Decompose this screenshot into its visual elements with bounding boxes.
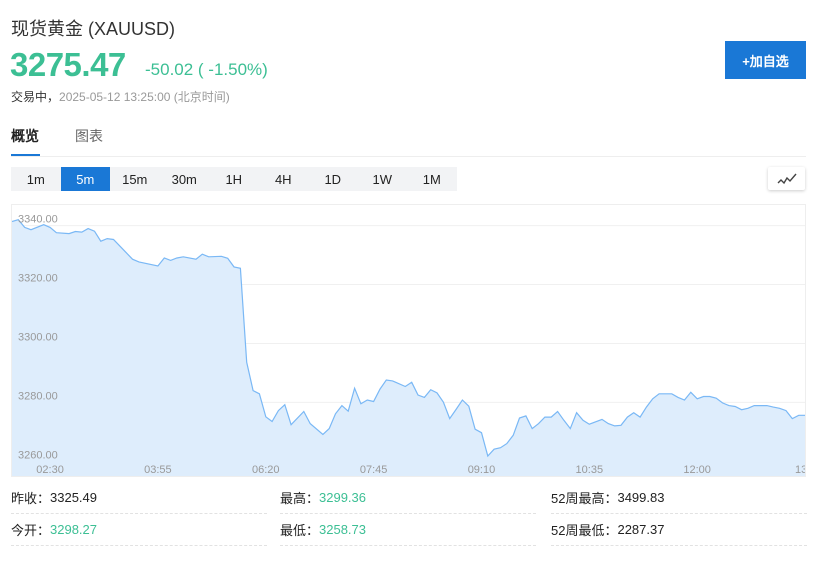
- period-1h-button[interactable]: 1H: [225, 171, 243, 187]
- stat-label: 52周最高：: [551, 491, 618, 506]
- stat-label: 最低：: [280, 523, 320, 538]
- price-chart: 3340.00 3320.00 3300.00 3280.00 3260.00 02:30…: [11, 204, 816, 477]
- line-chart-icon: [777, 173, 797, 184]
- period-30m-button[interactable]: 30m: [171, 171, 197, 187]
- stat-label: 最高：: [280, 491, 320, 506]
- x-tick-label: 10:35: [576, 464, 604, 476]
- period-1m-button[interactable]: 1m: [26, 171, 45, 187]
- tab-overview[interactable]: 概览: [11, 126, 40, 156]
- stat-item: 52周最高： 3499.83: [551, 482, 807, 514]
- stat-item: 昨收： 3325.49: [11, 482, 267, 514]
- x-tick-label: 13:2: [795, 464, 805, 476]
- period-15m-button[interactable]: 15m: [122, 171, 148, 187]
- stat-value: 3299.36: [319, 490, 367, 505]
- tab-bar: 概览 图表: [11, 126, 806, 157]
- stat-value: 3325.49: [50, 490, 98, 505]
- timezone: (北京时间): [173, 90, 230, 104]
- y-tick-label: 3280.00: [18, 390, 58, 402]
- trading-status: 交易中，2025-05-12 13:25:00 (北京时间): [11, 88, 230, 105]
- period-5m-button[interactable]: 5m: [60, 167, 110, 191]
- stat-value: 2287.37: [617, 522, 665, 537]
- price-change: -50.02 ( -1.50%): [145, 60, 268, 79]
- stat-label: 昨收：: [11, 491, 51, 506]
- status-label: 交易中，: [11, 90, 60, 104]
- current-price: 3275.47: [10, 46, 126, 83]
- price-line: [11, 219, 805, 458]
- stat-item: 52周最低： 2287.37: [551, 514, 807, 546]
- stat-value: 3258.73: [319, 522, 367, 537]
- x-tick-label: 07:45: [360, 464, 388, 476]
- period-selector: 1m 5m 15m 30m 1H 4H 1D 1W 1M: [11, 167, 457, 191]
- stat-item: 最低： 3258.73: [280, 514, 536, 546]
- add-to-watchlist-button[interactable]: +加自选: [725, 41, 806, 79]
- chart-type-button[interactable]: [768, 167, 805, 190]
- stat-item: 今开： 3298.27: [11, 514, 267, 546]
- period-1d-button[interactable]: 1D: [324, 171, 342, 187]
- y-tick-label: 3340.00: [18, 214, 58, 226]
- price-chart-svg: 3340.00 3320.00 3300.00 3280.00 3260.00 02:30…: [11, 214, 816, 476]
- x-tick-label: 09:10: [468, 464, 496, 476]
- x-tick-label: 03:55: [144, 464, 172, 476]
- period-4h-button[interactable]: 4H: [274, 171, 292, 187]
- y-tick-label: 3300.00: [18, 331, 58, 343]
- stat-label: 今开：: [11, 523, 51, 538]
- stat-value: 3298.27: [50, 522, 98, 537]
- price-area: [12, 219, 805, 476]
- y-tick-label: 3260.00: [18, 449, 58, 461]
- y-tick-label: 3320.00: [18, 273, 58, 285]
- x-tick-label: 12:00: [683, 464, 711, 476]
- period-1w-button[interactable]: 1W: [372, 171, 393, 187]
- instrument-title: 现货黄金 (XAUUSD): [11, 19, 176, 39]
- stat-value: 3499.83: [617, 490, 665, 505]
- period-1m-button[interactable]: 1M: [422, 171, 441, 187]
- x-tick-label: 02:30: [36, 464, 64, 476]
- tab-chart[interactable]: 图表: [75, 128, 103, 144]
- x-tick-label: 06:20: [252, 464, 280, 476]
- timestamp: 2025-05-12 13:25:00: [59, 90, 171, 104]
- stat-item: 最高： 3299.36: [280, 482, 536, 514]
- stat-label: 52周最低：: [551, 523, 618, 538]
